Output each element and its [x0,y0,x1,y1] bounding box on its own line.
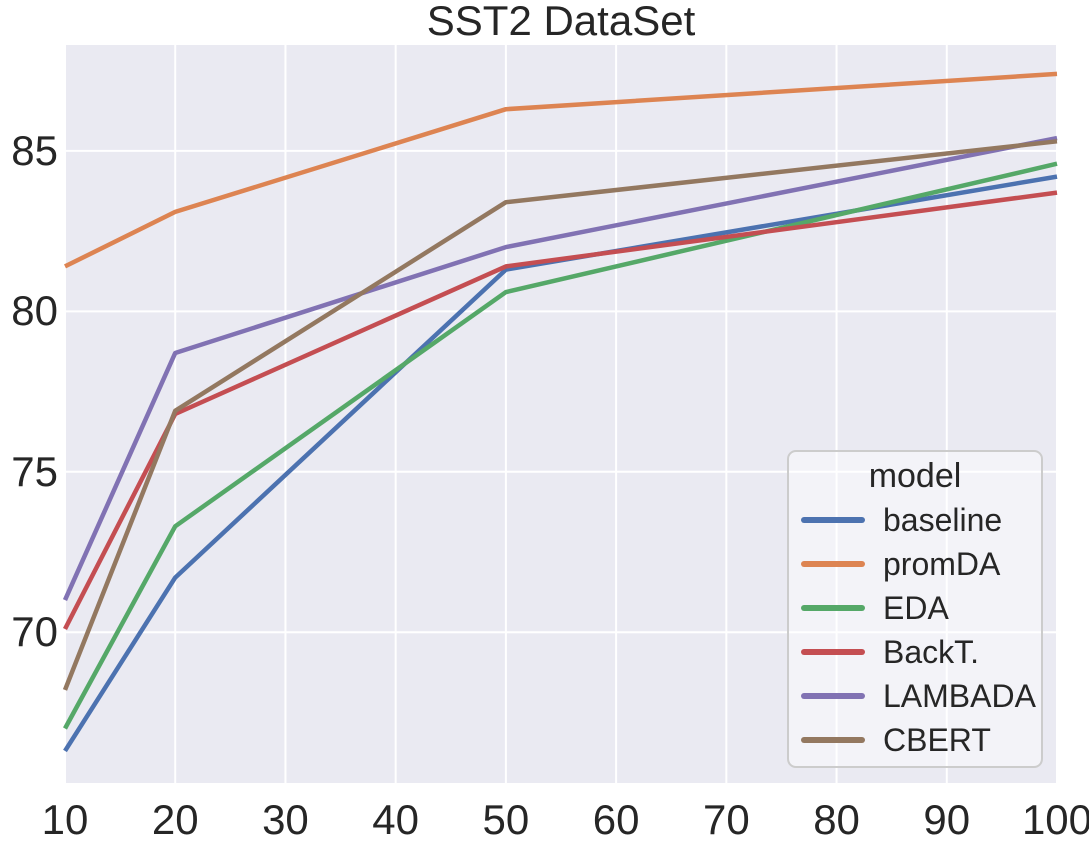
y-tick-label: 85 [11,126,58,174]
x-tick-label: 10 [41,796,89,843]
series-line-lambada [62,135,1058,602]
x-tick-label: 100 [1021,796,1089,843]
y-tick-label: 70 [11,608,58,656]
backt-line-swatch [801,649,865,655]
x-tick-label: 20 [151,796,199,843]
plot-background [65,45,1057,783]
x-tick-label: 60 [592,796,640,843]
legend-item-backt: BackT. [789,630,1041,674]
x-tick-label: 40 [372,796,420,843]
y-tick-label: 80 [11,287,58,335]
baseline-line-swatch [801,517,865,523]
y-tick-label: 75 [11,447,58,495]
series-line-backt [62,190,1058,631]
series-line-baseline [63,174,1058,753]
legend-item-label: promDA [883,545,1001,582]
legend: model baseline promDA EDA BackT. LAMBADA… [787,450,1043,768]
lambada-line-swatch [801,693,865,699]
legend-item-label: LAMBADA [883,677,1036,714]
series-line-promda [64,71,1058,269]
legend-item-baseline: baseline [789,498,1041,542]
x-tick-label: 30 [262,796,309,843]
legend-item-eda: EDA [789,586,1041,630]
eda-line-swatch [801,605,865,611]
legend-item-label: EDA [883,589,949,626]
promda-line-swatch [801,561,865,567]
x-tick-label: 90 [923,796,971,843]
legend-item-promda: promDA [789,542,1041,586]
x-tick-label: 50 [482,796,530,843]
x-tick-label: 70 [702,796,750,843]
legend-item-lambada: LAMBADA [789,674,1041,718]
legend-item-label: BackT. [883,633,980,670]
cbert-line-swatch [801,737,865,743]
legend-item-cbert: CBERT [789,718,1041,762]
series-line-cbert [62,139,1058,691]
chart-title: SST2 DataSet [426,0,696,44]
legend-item-label: baseline [883,501,1003,538]
legend-item-label: CBERT [883,721,991,758]
legend-title: model [868,457,962,495]
x-tick-label: 80 [813,796,860,843]
